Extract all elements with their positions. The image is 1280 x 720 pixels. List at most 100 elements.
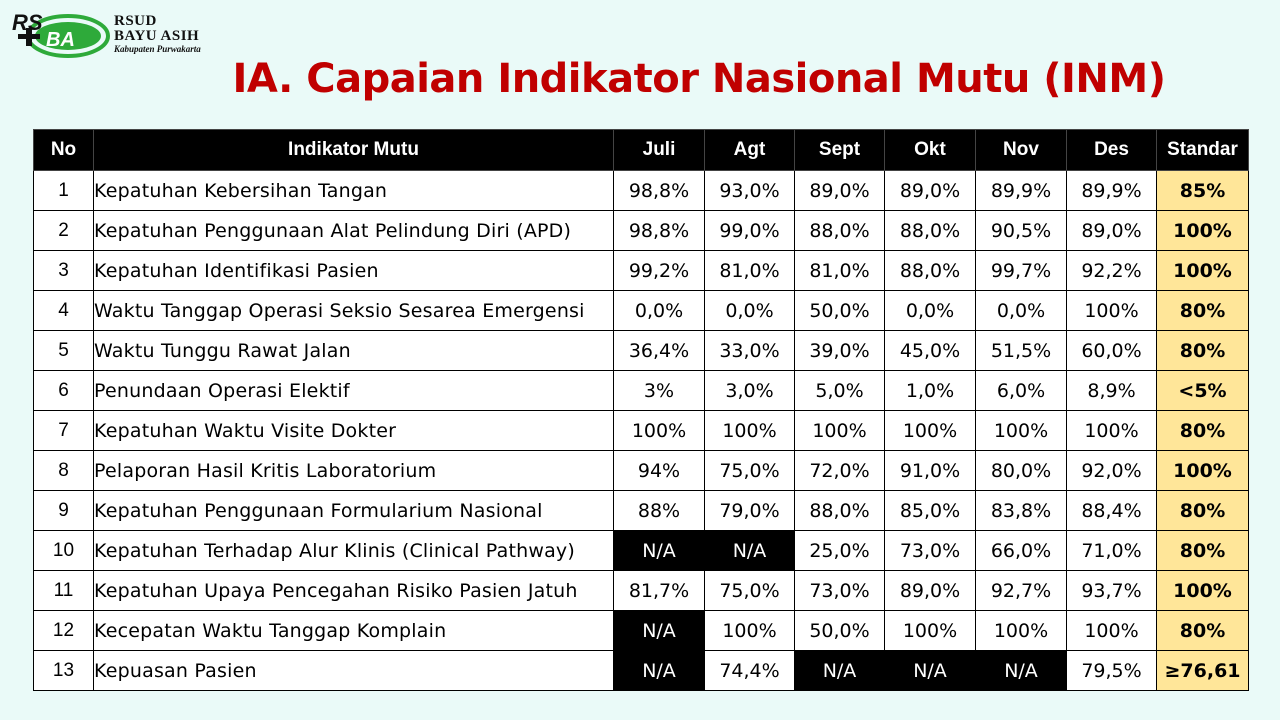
row-number: 11 [33, 570, 94, 611]
value-nov: 80,0% [975, 450, 1067, 491]
header-juli: Juli [613, 129, 705, 171]
value-agt: 75,0% [704, 450, 795, 491]
value-agt: 93,0% [704, 170, 795, 211]
value-nov: 92,7% [975, 570, 1067, 611]
table-row: 8 Pelaporan Hasil Kritis Laboratorium 94% 7… [33, 450, 1249, 491]
value-okt: 45,0% [884, 330, 976, 371]
table-row: 7 Kepatuhan Waktu Visite Dokter 100% 100% 10… [33, 410, 1249, 451]
header-no: No [33, 129, 94, 171]
value-okt: 100% [884, 410, 976, 451]
table-row: 12 Kecepatan Waktu Tanggap Komplain N/A 100… [33, 610, 1249, 651]
standar-value: 80% [1156, 330, 1249, 371]
value-des: 93,7% [1066, 570, 1157, 611]
value-des: 60,0% [1066, 330, 1157, 371]
value-juli: 36,4% [613, 330, 705, 371]
row-number: 13 [33, 650, 94, 691]
indikator-name: Waktu Tanggap Operasi Seksio Sesarea Eme… [93, 290, 614, 331]
value-des: 92,0% [1066, 450, 1157, 491]
indikator-name: Kepatuhan Penggunaan Alat Pelindung Diri… [93, 210, 614, 251]
value-okt: N/A [884, 650, 976, 691]
header-standar: Standar [1156, 129, 1249, 171]
standar-value: 80% [1156, 290, 1249, 331]
row-number: 3 [33, 250, 94, 291]
standar-value: 100% [1156, 250, 1249, 291]
standar-value: 80% [1156, 610, 1249, 651]
value-des: 89,0% [1066, 210, 1157, 251]
value-juli: 81,7% [613, 570, 705, 611]
rs-logo-icon: RS BA [12, 10, 110, 58]
table-body: 1 Kepatuhan Kebersihan Tangan 98,8% 93,0% 89… [33, 170, 1249, 691]
value-okt: 1,0% [884, 370, 976, 411]
row-number: 6 [33, 370, 94, 411]
indikator-name: Kepatuhan Waktu Visite Dokter [93, 410, 614, 451]
table-row: 1 Kepatuhan Kebersihan Tangan 98,8% 93,0% 89… [33, 170, 1249, 211]
table-row: 4 Waktu Tanggap Operasi Seksio Sesarea Em… [33, 290, 1249, 331]
table-header-row: No Indikator Mutu Juli Agt Sept Okt Nov … [33, 129, 1249, 171]
indikator-name: Penundaan Operasi Elektif [93, 370, 614, 411]
value-juli: 94% [613, 450, 705, 491]
value-okt: 100% [884, 610, 976, 651]
value-agt: 100% [704, 610, 795, 651]
value-nov: 89,9% [975, 170, 1067, 211]
value-des: 100% [1066, 610, 1157, 651]
table-row: 11 Kepatuhan Upaya Pencegahan Risiko Pasi… [33, 570, 1249, 611]
table-row: 2 Kepatuhan Penggunaan Alat Pelindung Dir… [33, 210, 1249, 251]
logo-line-region: Kabupaten Purwakarta [114, 44, 201, 54]
value-nov: 66,0% [975, 530, 1067, 571]
row-number: 4 [33, 290, 94, 331]
value-agt: 33,0% [704, 330, 795, 371]
value-okt: 89,0% [884, 570, 976, 611]
value-agt: 100% [704, 410, 795, 451]
table-row: 13 Kepuasan Pasien N/A 74,4% N/A N/A N/A 79,5% ≥… [33, 650, 1249, 691]
value-sept: 81,0% [794, 250, 885, 291]
value-sept: 88,0% [794, 210, 885, 251]
logo-line-name: BAYU ASIH [114, 28, 200, 44]
row-number: 12 [33, 610, 94, 651]
value-nov: 83,8% [975, 490, 1067, 531]
value-des: 89,9% [1066, 170, 1157, 211]
standar-value: 100% [1156, 570, 1249, 611]
value-sept: 73,0% [794, 570, 885, 611]
table-row: 3 Kepatuhan Identifikasi Pasien 99,2% 81,0%… [33, 250, 1249, 291]
value-agt: 81,0% [704, 250, 795, 291]
header-des: Des [1066, 129, 1157, 171]
value-agt: 79,0% [704, 490, 795, 531]
value-nov: 99,7% [975, 250, 1067, 291]
value-sept: 5,0% [794, 370, 885, 411]
standar-value: ≥76,61 [1156, 650, 1249, 691]
value-sept: 50,0% [794, 610, 885, 651]
value-agt: N/A [704, 530, 795, 571]
value-sept: 25,0% [794, 530, 885, 571]
value-des: 92,2% [1066, 250, 1157, 291]
value-sept: 39,0% [794, 330, 885, 371]
value-okt: 88,0% [884, 250, 976, 291]
value-okt: 91,0% [884, 450, 976, 491]
table-row: 9 Kepatuhan Penggunaan Formularium Nasion… [33, 490, 1249, 531]
value-des: 100% [1066, 290, 1157, 331]
row-number: 1 [33, 170, 94, 211]
value-okt: 73,0% [884, 530, 976, 571]
value-des: 71,0% [1066, 530, 1157, 571]
header-okt: Okt [884, 129, 976, 171]
row-number: 9 [33, 490, 94, 531]
standar-value: 85% [1156, 170, 1249, 211]
value-agt: 99,0% [704, 210, 795, 251]
value-okt: 89,0% [884, 170, 976, 211]
value-des: 79,5% [1066, 650, 1157, 691]
value-des: 88,4% [1066, 490, 1157, 531]
standar-value: 80% [1156, 530, 1249, 571]
table-row: 5 Waktu Tunggu Rawat Jalan 36,4% 33,0% 39,0%… [33, 330, 1249, 371]
value-juli: N/A [613, 650, 705, 691]
value-nov: 100% [975, 410, 1067, 451]
row-number: 7 [33, 410, 94, 451]
header-nov: Nov [975, 129, 1067, 171]
value-nov: N/A [975, 650, 1067, 691]
value-juli: 98,8% [613, 170, 705, 211]
indikator-name: Kecepatan Waktu Tanggap Komplain [93, 610, 614, 651]
indikator-name: Waktu Tunggu Rawat Jalan [93, 330, 614, 371]
value-juli: 3% [613, 370, 705, 411]
value-agt: 0,0% [704, 290, 795, 331]
svg-text:BA: BA [46, 29, 75, 51]
value-juli: 99,2% [613, 250, 705, 291]
value-sept: N/A [794, 650, 885, 691]
